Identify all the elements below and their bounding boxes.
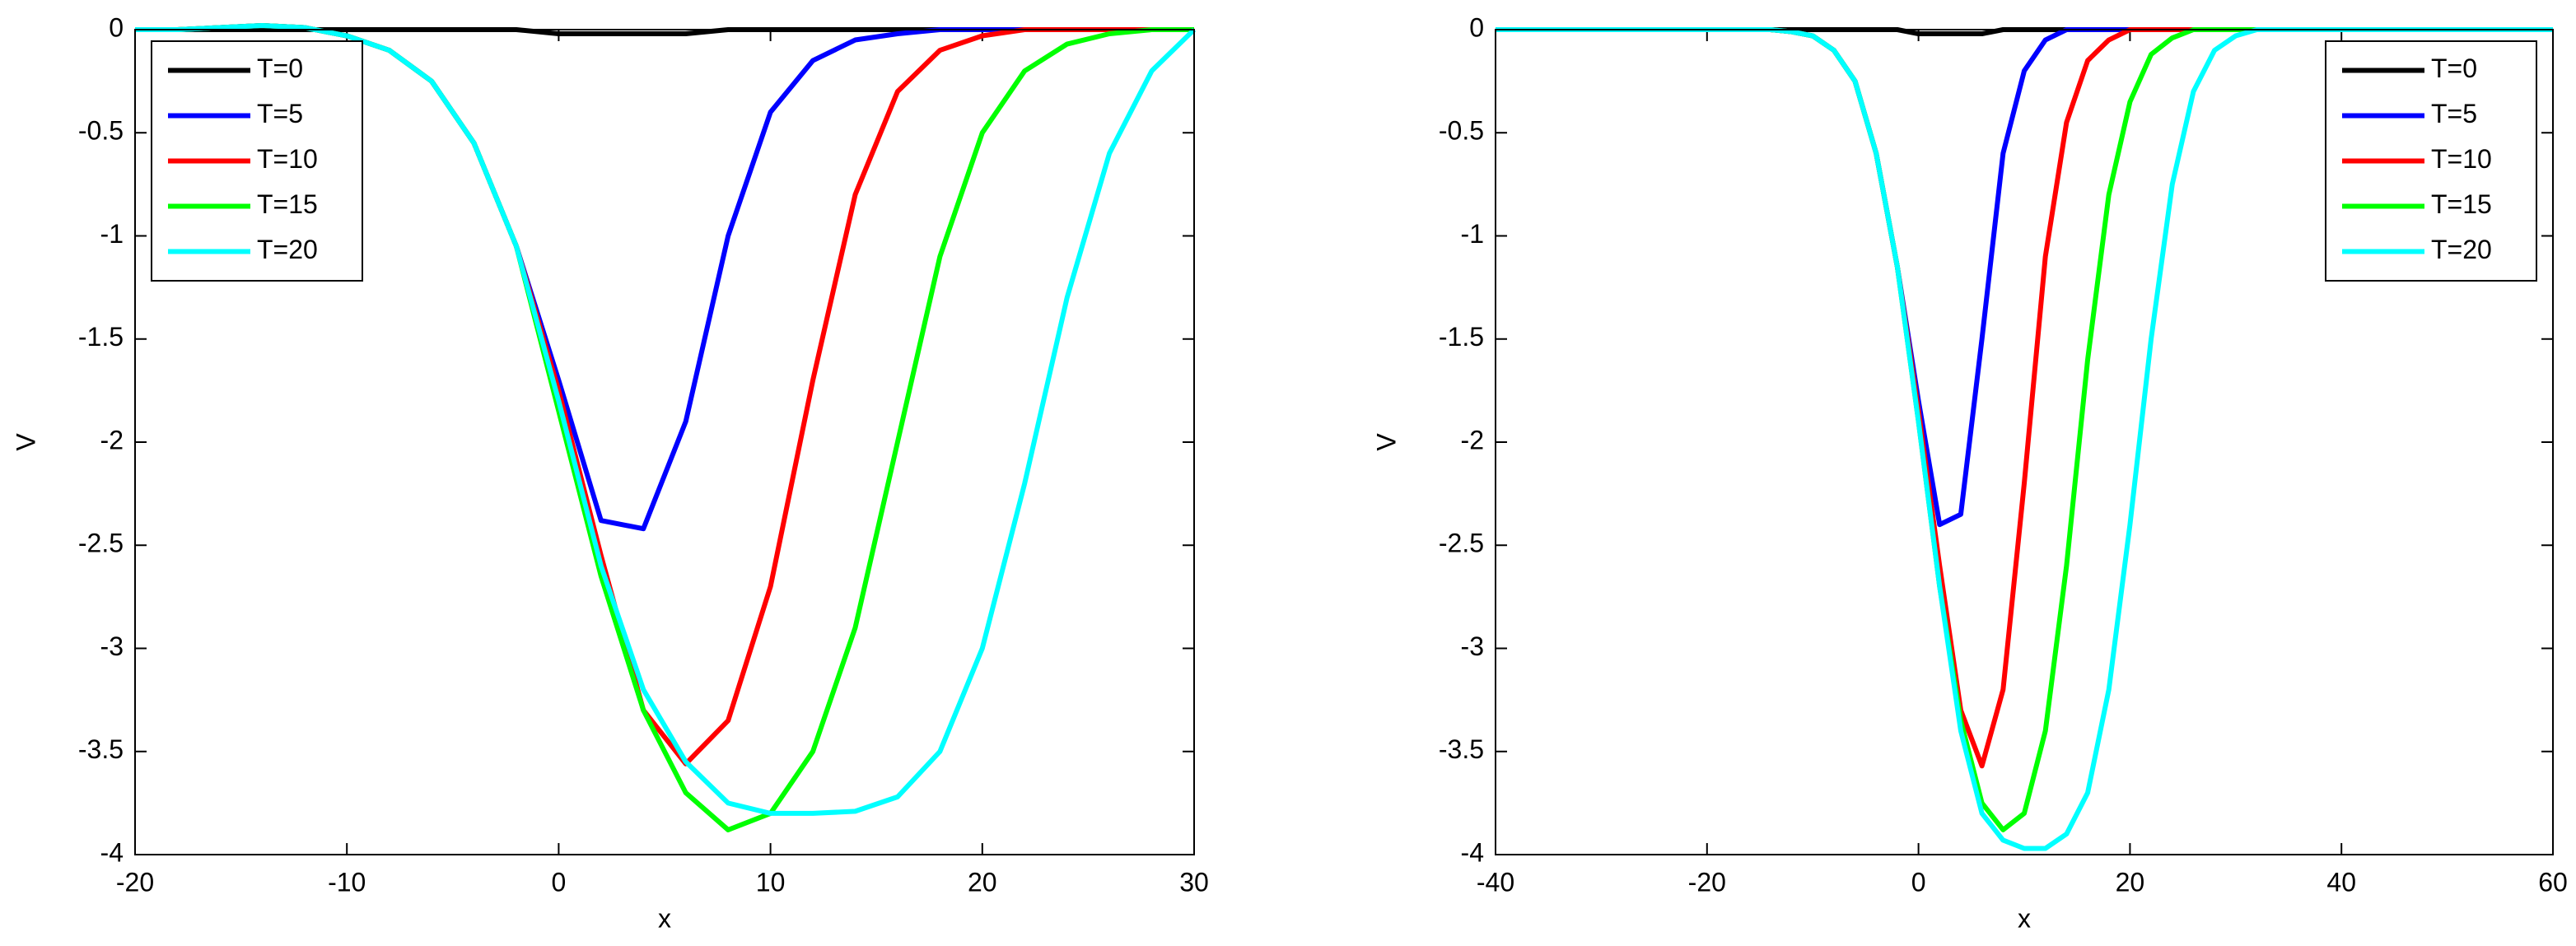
x-tick-label: 30 bbox=[1179, 867, 1209, 897]
y-tick-label: -3 bbox=[1461, 631, 1484, 661]
y-tick-label: -3 bbox=[100, 631, 124, 661]
y-tick-label: -2 bbox=[1461, 425, 1484, 454]
legend-label: T=15 bbox=[257, 189, 318, 219]
legend-label: T=0 bbox=[2431, 54, 2477, 83]
x-tick-label: -10 bbox=[328, 867, 366, 897]
legend-label: T=0 bbox=[257, 54, 303, 83]
y-tick-label: -1.5 bbox=[78, 322, 124, 352]
y-tick-label: -4 bbox=[1461, 837, 1484, 867]
legend-label: T=5 bbox=[2431, 99, 2477, 128]
y-tick-label: -3.5 bbox=[78, 734, 124, 764]
x-axis-label: x bbox=[2018, 903, 2031, 933]
y-tick-label: -2.5 bbox=[1439, 529, 1484, 558]
plot: -40 -20 0 20 40 60 -4 -3.5 -3 -2.5 -2 -1.5 -1 -0.5 0 x V… bbox=[1371, 12, 2567, 933]
legend-label: T=20 bbox=[2431, 235, 2492, 264]
y-tick-label: -2 bbox=[100, 425, 124, 454]
y-tick-label: -3.5 bbox=[1439, 734, 1484, 764]
x-tick-label: 0 bbox=[552, 867, 567, 897]
y-axis-label: V bbox=[11, 433, 40, 451]
x-tick-label: 0 bbox=[1911, 867, 1926, 897]
y-tick-label: -1 bbox=[1461, 219, 1484, 249]
plot: -20 -10 0 10 20 30 -4 -3.5 -3 -2.5 -2 -1.5 -1 -0.5 0 x V… bbox=[11, 12, 1208, 933]
x-tick-label: 20 bbox=[2116, 867, 2145, 897]
x-axis-label: x bbox=[658, 903, 671, 933]
y-tick-label: 0 bbox=[109, 12, 124, 42]
y-tick-label: -1.5 bbox=[1439, 322, 1484, 352]
legend-label: T=10 bbox=[2431, 144, 2492, 174]
axes-frame bbox=[1495, 29, 2554, 855]
legend-label: T=10 bbox=[257, 144, 318, 174]
x-tick-label: -20 bbox=[1688, 867, 1726, 897]
x-tick-label: 20 bbox=[968, 867, 997, 897]
x-tick-label: 10 bbox=[756, 867, 786, 897]
y-axis-label: V bbox=[1371, 433, 1401, 451]
x-tick-label: -20 bbox=[116, 867, 154, 897]
y-tick-label: -1 bbox=[100, 219, 124, 249]
legend-label: T=20 bbox=[257, 235, 318, 264]
x-tick-label: 60 bbox=[2538, 867, 2568, 897]
legend-label: T=15 bbox=[2431, 189, 2492, 219]
y-tick-label: 0 bbox=[1469, 12, 1484, 42]
y-tick-label: -2.5 bbox=[78, 529, 124, 558]
x-tick-label: 40 bbox=[2326, 867, 2356, 897]
y-tick-label: -4 bbox=[100, 837, 124, 867]
x-tick-label: -40 bbox=[1477, 867, 1514, 897]
y-tick-label: -0.5 bbox=[78, 116, 124, 146]
legend-label: T=5 bbox=[257, 99, 303, 128]
y-tick-label: -0.5 bbox=[1439, 116, 1484, 146]
axes-frame bbox=[134, 29, 1195, 855]
